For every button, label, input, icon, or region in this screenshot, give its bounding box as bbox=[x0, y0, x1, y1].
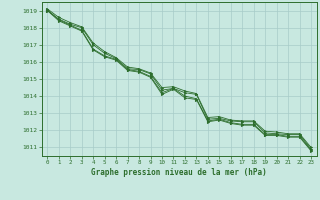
X-axis label: Graphe pression niveau de la mer (hPa): Graphe pression niveau de la mer (hPa) bbox=[91, 168, 267, 177]
